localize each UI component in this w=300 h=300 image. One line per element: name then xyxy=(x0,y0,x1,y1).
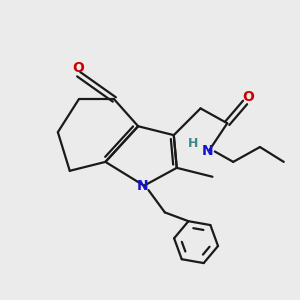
Text: N: N xyxy=(201,145,213,158)
Text: N: N xyxy=(137,179,148,193)
Text: H: H xyxy=(188,137,198,150)
Text: O: O xyxy=(73,61,85,75)
Text: O: O xyxy=(242,90,254,104)
